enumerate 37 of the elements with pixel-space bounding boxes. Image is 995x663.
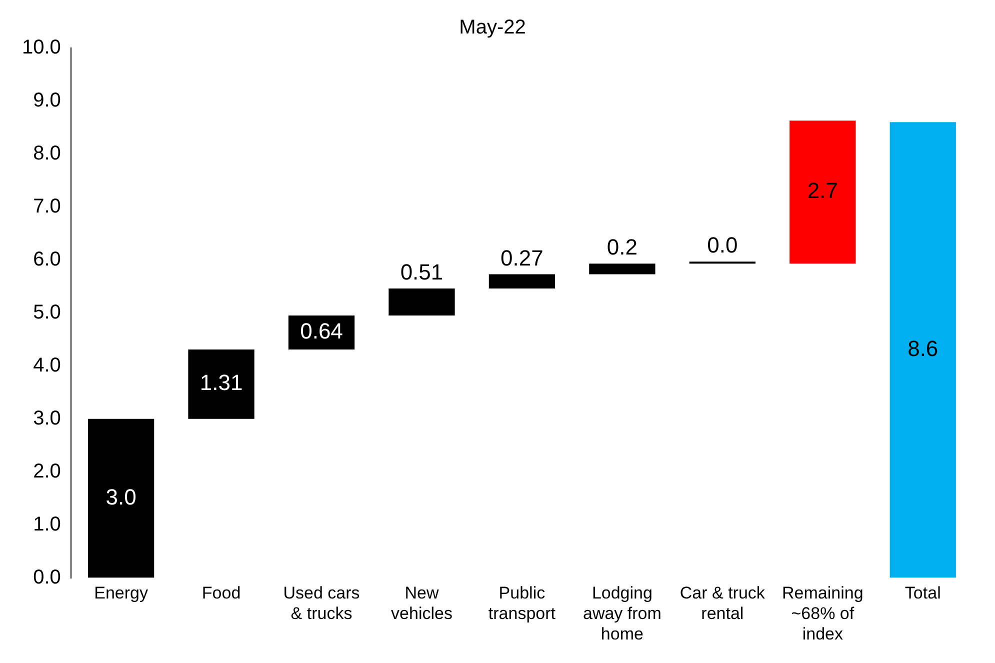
data-label: 0.0: [707, 232, 738, 258]
data-label: 3.0: [106, 484, 136, 510]
y-tick-label: 0.0: [33, 566, 61, 588]
data-label: 1.31: [200, 370, 243, 396]
x-tick-label: Total: [904, 584, 941, 603]
chart-title: May-22: [459, 16, 526, 39]
x-tick-label: Lodging away from home: [582, 584, 662, 644]
y-tick-label: 10.0: [22, 36, 61, 59]
y-tick-label: 9.0: [33, 89, 61, 112]
x-tick-label: Remaining ~68% of index: [782, 584, 864, 644]
y-tick-label: 6.0: [33, 248, 61, 270]
y-tick-label: 1.0: [33, 513, 61, 536]
data-label: 2.7: [807, 178, 838, 204]
y-tick-label: 8.0: [33, 142, 61, 164]
x-tick-label: Used cars & trucks: [283, 584, 360, 624]
bar: [388, 288, 455, 316]
bar: [589, 264, 656, 274]
y-tick-label: 2.0: [33, 460, 61, 482]
x-tick-label: Food: [202, 584, 241, 603]
x-tick-label: Public transport: [488, 584, 556, 624]
data-label: 0.27: [500, 245, 544, 270]
bar: [188, 349, 254, 419]
data-label: 0.51: [400, 260, 444, 285]
bar: [890, 122, 956, 578]
x-tick-label: New vehicles: [391, 584, 452, 624]
x-tick-label: Energy: [94, 584, 148, 603]
y-tick-label: 5.0: [33, 301, 61, 324]
y-tick-label: 7.0: [33, 195, 61, 218]
data-label: 0.2: [606, 234, 638, 260]
data-label: 0.64: [300, 318, 343, 344]
x-tick-label: Car & truck rental: [680, 584, 766, 624]
data-label: 8.6: [908, 336, 938, 362]
bar: [88, 418, 154, 578]
bar: [790, 120, 856, 264]
y-tick-label: 3.0: [33, 407, 61, 430]
bar: [488, 274, 556, 289]
y-tick-label: 4.0: [33, 354, 61, 376]
